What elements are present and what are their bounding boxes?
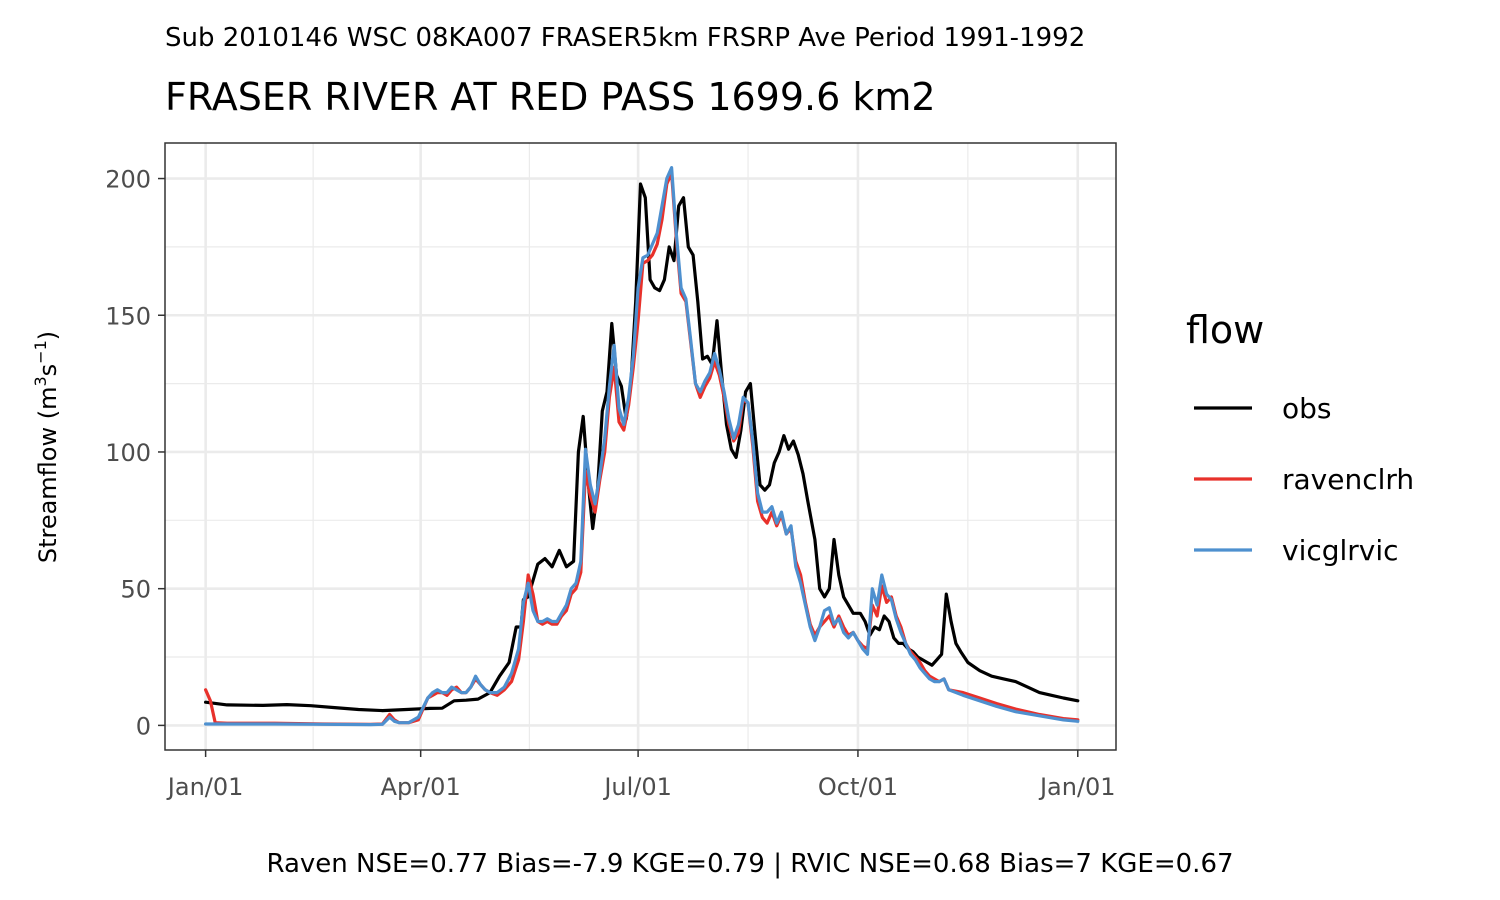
plot-panel bbox=[165, 143, 1116, 750]
series-layer bbox=[204, 166, 1080, 727]
y-tick-label: 100 bbox=[105, 439, 151, 467]
x-tick-label: Apr/01 bbox=[381, 773, 461, 801]
y-tick-label: 0 bbox=[136, 712, 151, 740]
y-tick-label: 50 bbox=[120, 576, 151, 604]
x-tick-label: Jul/01 bbox=[602, 773, 672, 801]
chart-subtitle-top: Sub 2010146 WSC 08KA007 FRASER5km FRSRP … bbox=[165, 23, 1085, 53]
y-axis-title-main: Streamflow (m bbox=[34, 387, 62, 564]
plot-background bbox=[165, 143, 1116, 750]
x-tick-label: Jan/01 bbox=[166, 773, 244, 801]
x-axis: Jan/01 Apr/01 Jul/01 Oct/01 Jan/01 bbox=[166, 750, 1116, 801]
y-tick-label: 150 bbox=[105, 302, 151, 330]
y-tick-label: 200 bbox=[105, 166, 151, 194]
series-line-vicglrvic bbox=[204, 166, 1080, 727]
legend: flow obs ravenclrh vicglrvic bbox=[1186, 308, 1414, 567]
y-axis: 0 50 100 150 200 bbox=[105, 166, 165, 740]
y-axis-title-mid: s bbox=[34, 364, 62, 377]
chart-caption: Raven NSE=0.77 Bias=-7.9 KGE=0.79 | RVIC… bbox=[266, 849, 1233, 879]
y-axis-title-end: ) bbox=[34, 331, 62, 340]
plot-border bbox=[164, 142, 1117, 751]
legend-label-obs: obs bbox=[1282, 392, 1332, 425]
y-axis-title-sup2: −1 bbox=[31, 340, 50, 364]
legend-label-vicglrvic: vicglrvic bbox=[1282, 534, 1399, 567]
legend-label-ravenclrh: ravenclrh bbox=[1282, 463, 1414, 496]
legend-title: flow bbox=[1186, 308, 1264, 352]
chart-title: FRASER RIVER AT RED PASS 1699.6 km2 bbox=[165, 75, 936, 119]
y-axis-title: Streamflow (m3s−1) bbox=[31, 331, 62, 563]
x-tick-label: Jan/01 bbox=[1038, 773, 1116, 801]
y-axis-title-sup1: 3 bbox=[31, 376, 50, 386]
gridlines bbox=[165, 143, 1116, 750]
x-tick-label: Oct/01 bbox=[818, 773, 898, 801]
